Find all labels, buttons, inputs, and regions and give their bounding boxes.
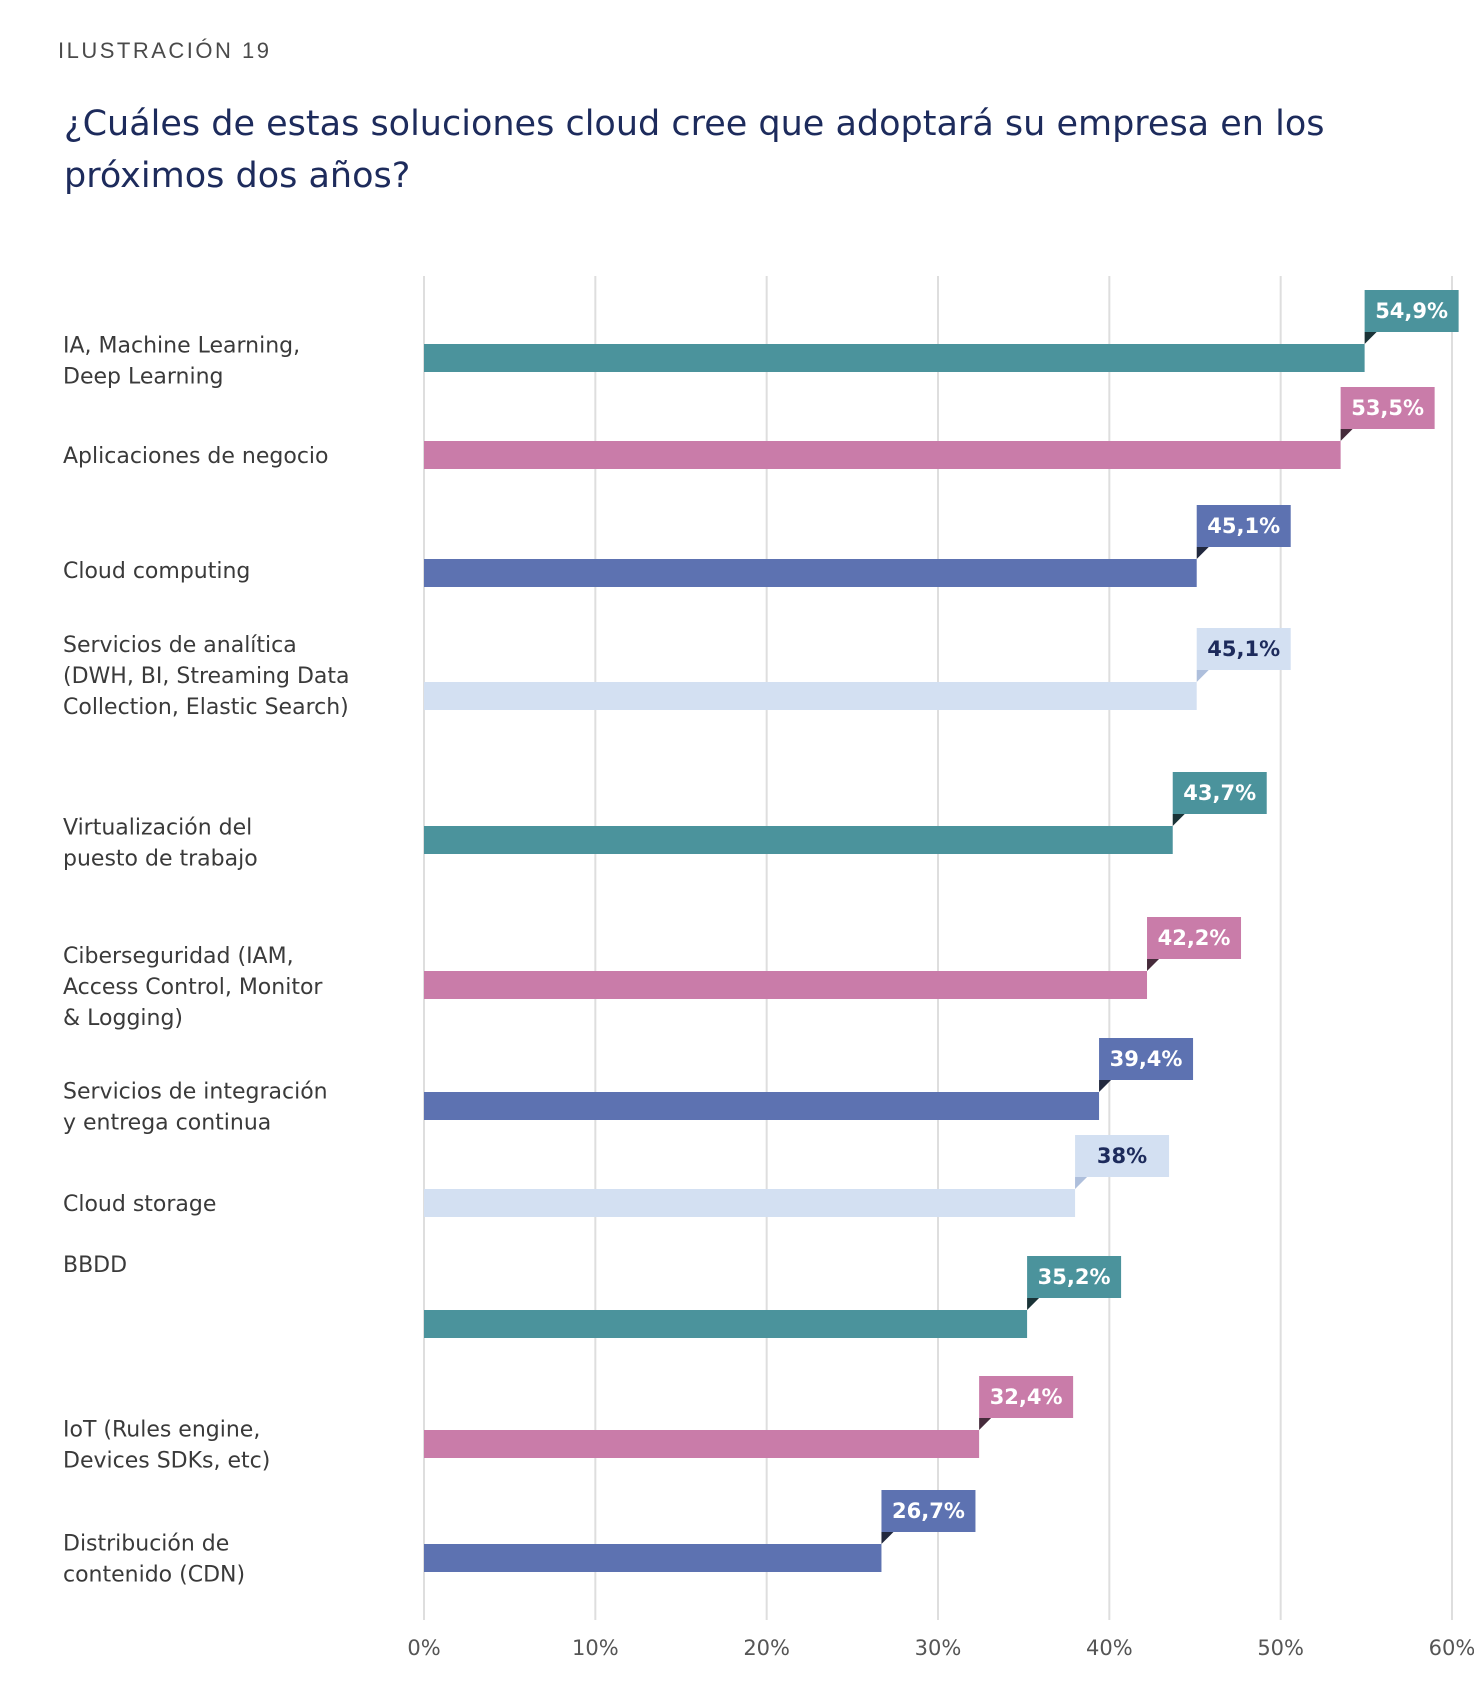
category-label: IA, Machine Learning, Deep Learning (63, 334, 300, 390)
value-tag (979, 1376, 1074, 1418)
bar (424, 344, 1365, 372)
value-tag (1027, 1256, 1122, 1298)
x-tick-label: 10% (572, 1636, 619, 1660)
value-tag (1147, 917, 1242, 959)
value-tag-pointer (1172, 814, 1185, 826)
value-label: 53,5% (1351, 396, 1424, 420)
chart-title: ¿Cuáles de estas soluciones cloud cree q… (64, 104, 1325, 196)
value-tag (1340, 387, 1435, 429)
value-label: 32,4% (990, 1385, 1063, 1409)
category-label: Cloud storage (63, 1192, 216, 1217)
category-label: Servicios de analítica (DWH, BI, Streamin… (63, 633, 350, 720)
value-tag (1075, 1135, 1170, 1177)
bar (424, 1189, 1076, 1217)
value-label: 45,1% (1207, 637, 1280, 661)
category-label: BBDD (63, 1253, 127, 1278)
value-tag (1099, 1038, 1194, 1080)
category-label: Aplicaciones de negocio (63, 444, 328, 469)
value-tag-pointer (1147, 959, 1160, 971)
value-tag-pointer (1099, 1080, 1112, 1092)
x-tick-label: 30% (915, 1636, 962, 1660)
bar (424, 826, 1173, 854)
bar (424, 1430, 980, 1458)
bar (424, 971, 1148, 999)
value-tag (881, 1490, 976, 1532)
value-label: 38% (1097, 1144, 1147, 1168)
bar (424, 682, 1197, 710)
x-tick-label: 0% (407, 1636, 440, 1660)
category-label: Cloud computing (63, 559, 250, 584)
value-label: 42,2% (1158, 926, 1231, 950)
value-tag-pointer (1075, 1177, 1088, 1189)
value-tag-pointer (1196, 670, 1209, 682)
value-tag-pointer (1196, 547, 1209, 559)
value-tag (1172, 772, 1267, 814)
category-label: Distribución de contenido (CDN) (63, 1532, 245, 1588)
category-label: Virtualización del puesto de trabajo (63, 816, 258, 872)
value-label: 26,7% (892, 1499, 965, 1523)
bar (424, 1310, 1028, 1338)
bar (424, 441, 1341, 469)
value-tag (1196, 505, 1291, 547)
bar (424, 1092, 1100, 1120)
value-tag-pointer (881, 1532, 894, 1544)
bar (424, 1544, 882, 1572)
value-tag-pointer (979, 1418, 992, 1430)
x-tick-label: 60% (1429, 1636, 1474, 1660)
category-label: IoT (Rules engine, Devices SDKs, etc) (63, 1418, 270, 1474)
value-label: 39,4% (1110, 1047, 1183, 1071)
value-tag-pointer (1364, 332, 1377, 344)
x-tick-label: 20% (743, 1636, 790, 1660)
value-label: 54,9% (1375, 299, 1448, 323)
figure-kicker: ILUSTRACIÓN 19 (58, 38, 272, 63)
value-tag (1196, 628, 1291, 670)
value-tag-pointer (1027, 1298, 1040, 1310)
value-label: 35,2% (1038, 1265, 1111, 1289)
x-tick-label: 50% (1257, 1636, 1304, 1660)
category-label: Ciberseguridad (IAM, Access Control, Moni… (63, 944, 323, 1031)
x-tick-label: 40% (1086, 1636, 1133, 1660)
value-tag-pointer (1340, 429, 1353, 441)
value-label: 43,7% (1183, 781, 1256, 805)
value-tag (1364, 290, 1459, 332)
bar (424, 559, 1197, 587)
value-label: 45,1% (1207, 514, 1280, 538)
category-label: Servicios de integración y entrega contin… (63, 1080, 328, 1136)
